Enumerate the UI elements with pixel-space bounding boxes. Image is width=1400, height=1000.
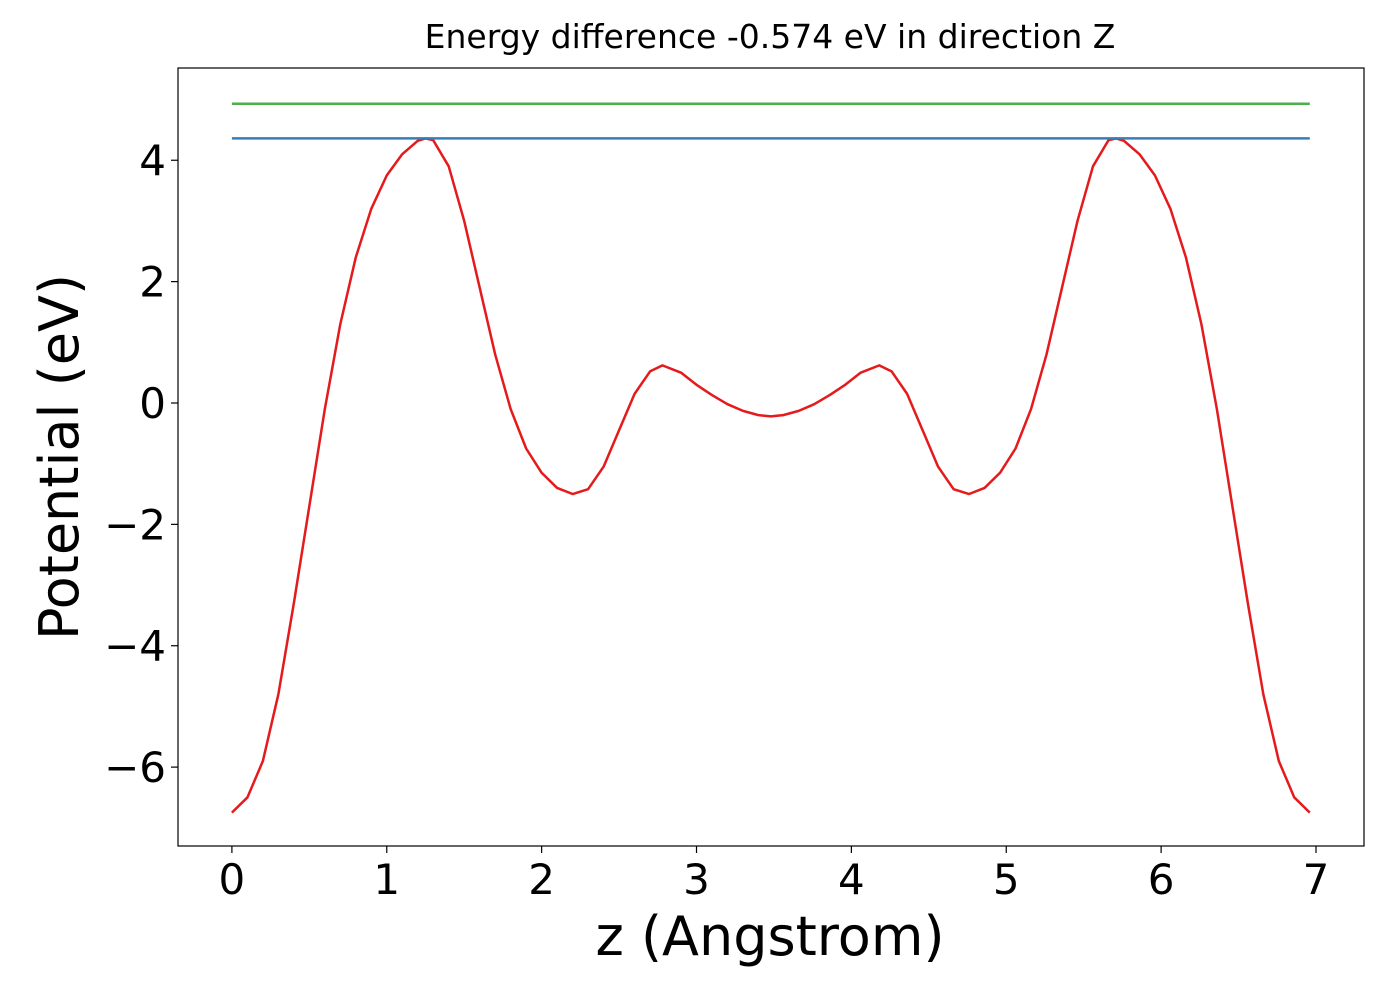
y-axis-label: Potential (eV) [28, 274, 91, 640]
y-tick-label: 4 [139, 136, 166, 185]
y-tick-label: 0 [139, 379, 166, 428]
y-tick-label: −6 [104, 743, 166, 792]
y-tick-label: −2 [104, 500, 166, 549]
chart-title: Energy difference -0.574 eV in direction… [425, 17, 1116, 56]
data-line [231, 137, 1311, 814]
x-tick-label: 7 [1303, 855, 1330, 904]
x-tick-label: 2 [528, 855, 555, 904]
x-tick-label: 4 [838, 855, 865, 904]
x-axis-label: z (Angstrom) [595, 905, 944, 968]
y-tick-label: −4 [104, 622, 166, 671]
x-tick-label: 3 [683, 855, 710, 904]
x-tick-label: 1 [373, 855, 400, 904]
x-tick-label: 0 [219, 855, 246, 904]
x-tick-label: 6 [1148, 855, 1175, 904]
plot-frame [177, 67, 1365, 847]
y-tick-label: 2 [139, 258, 166, 307]
x-tick-label: 5 [993, 855, 1020, 904]
